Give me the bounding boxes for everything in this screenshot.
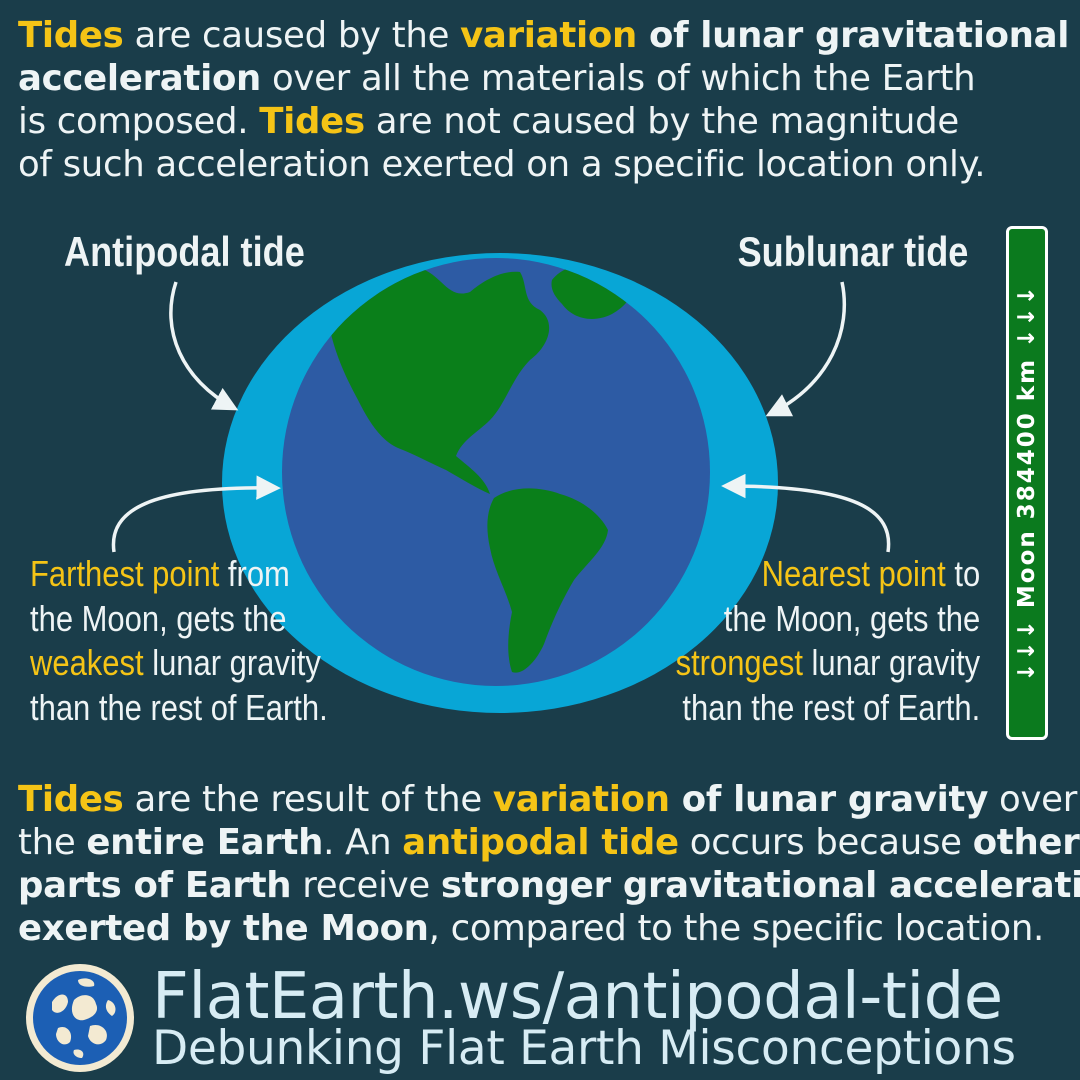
outro-paragraph: Tides are the result of the variation of…: [18, 779, 1080, 949]
moon-distance-text: ↓↓↓ Moon 384400 km ↓↓↓: [1014, 284, 1040, 682]
farthest-point-description: Farthest point from the Moon, gets the w…: [30, 553, 328, 728]
antipodal-arrow: [169, 281, 239, 411]
sublunar-arrow: [765, 281, 847, 417]
north-america: [330, 268, 550, 494]
farthest-point-arrow: [111, 475, 281, 553]
antipodal-tide-label: Antipodal tide: [64, 228, 305, 275]
site-url: FlatEarth.ws/antipodal-tide: [152, 960, 1003, 1034]
flat-earth-logo-icon: [26, 964, 134, 1072]
continents: [330, 263, 635, 673]
nearest-point-arrow: [721, 473, 891, 553]
sublunar-tide-label: Sublunar tide: [737, 228, 968, 275]
south-america: [487, 488, 608, 673]
moon-distance-sign: ↓↓↓ Moon 384400 km ↓↓↓: [1006, 226, 1048, 740]
nearest-point-description: Nearest point to the Moon, gets the stro…: [675, 553, 980, 728]
site-tagline: Debunking Flat Earth Misconceptions: [152, 1021, 1016, 1076]
intro-paragraph: Tides are caused by the variation of lun…: [18, 15, 1070, 185]
